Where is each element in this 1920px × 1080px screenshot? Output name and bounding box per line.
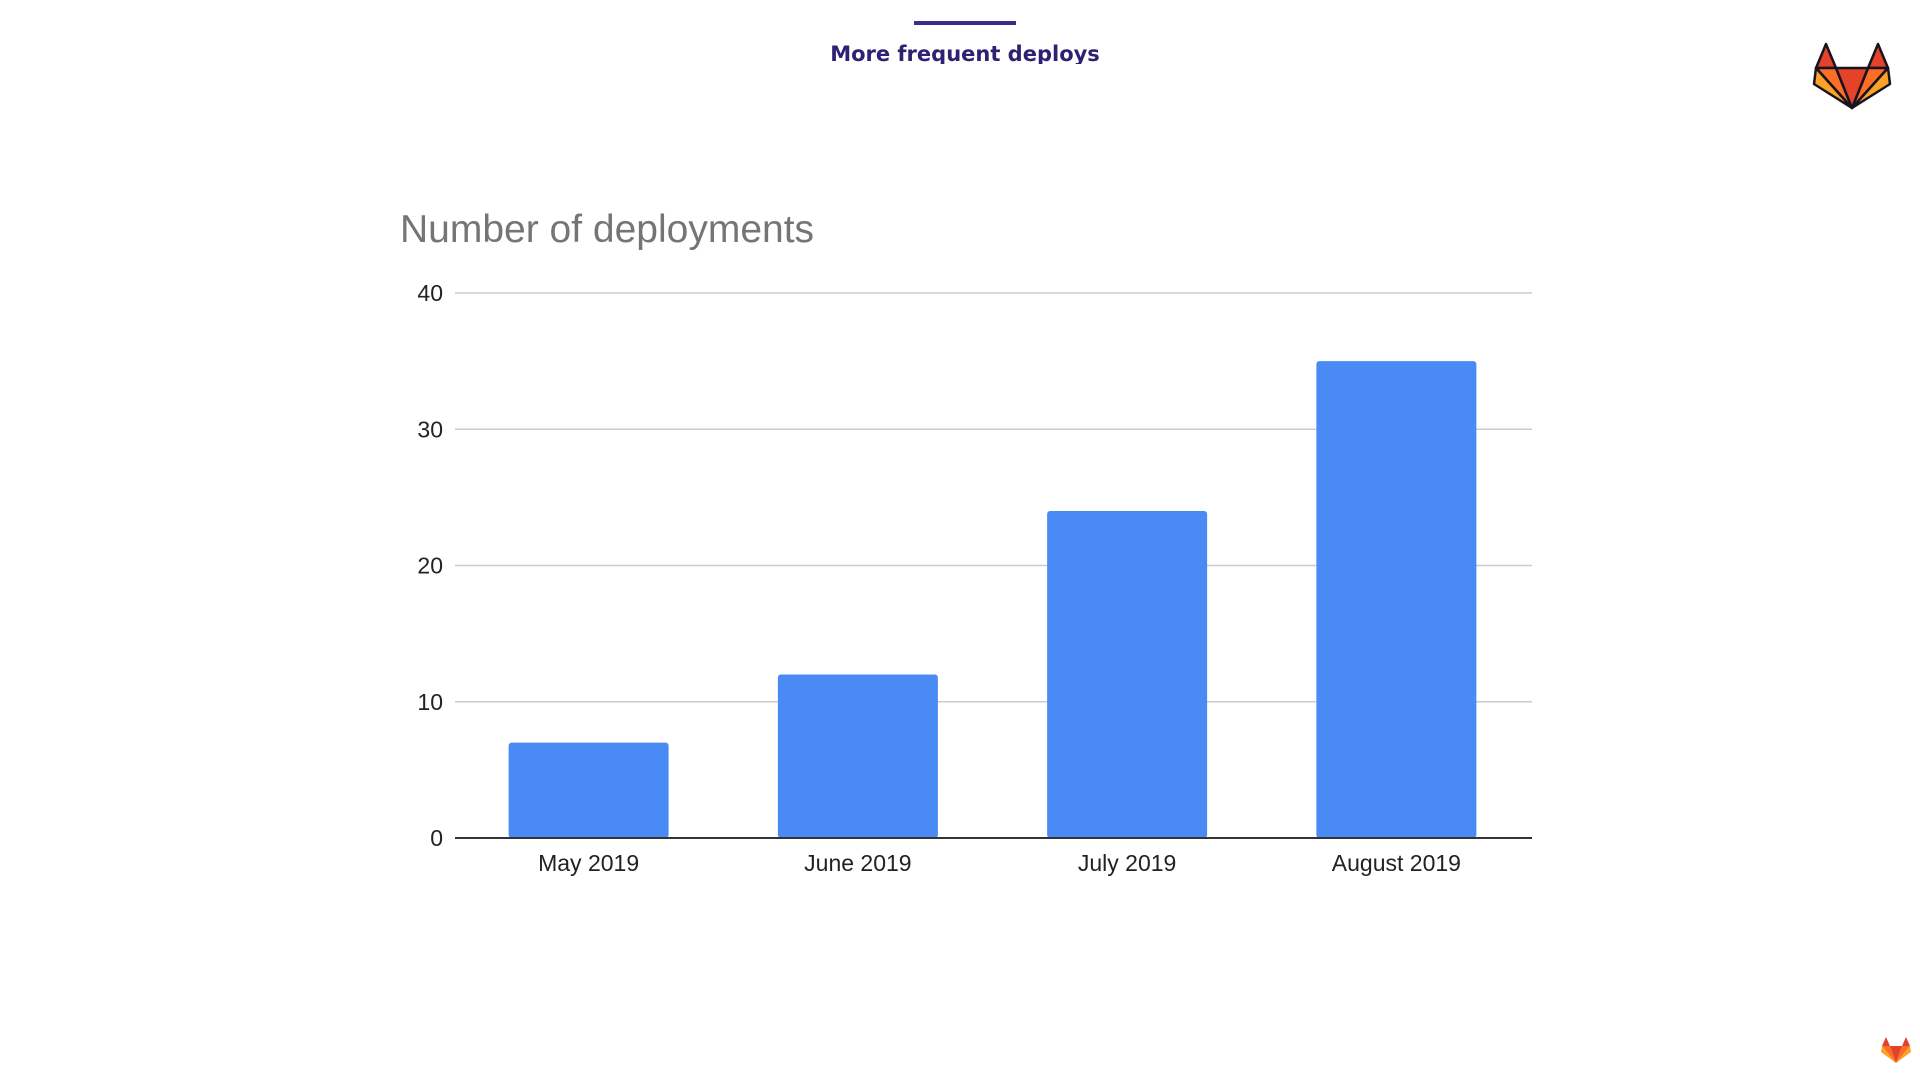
x-tick-label: July 2019 bbox=[1078, 850, 1176, 876]
slide-title: More frequent deploys bbox=[830, 42, 1100, 64]
fox-logo-icon bbox=[1812, 42, 1892, 110]
x-tick-label: May 2019 bbox=[538, 850, 639, 876]
x-tick-label: August 2019 bbox=[1332, 850, 1461, 876]
bar bbox=[1047, 511, 1208, 838]
fox-logo-small-icon bbox=[1881, 1037, 1911, 1063]
bar bbox=[1316, 361, 1477, 838]
bars bbox=[508, 361, 1477, 838]
chart-title: Number of deployments bbox=[400, 208, 815, 251]
tick-labels: 0 10 20 30 40 May 2019 June 2019 July 2019 Augus… bbox=[417, 280, 1461, 876]
bar bbox=[777, 674, 938, 838]
y-tick-label: 0 bbox=[430, 825, 443, 851]
header-accent-rule bbox=[914, 21, 1016, 25]
y-tick-label: 20 bbox=[417, 553, 443, 579]
y-tick-label: 40 bbox=[417, 280, 443, 306]
bar bbox=[508, 742, 669, 838]
y-tick-label: 30 bbox=[417, 416, 443, 442]
x-tick-label: June 2019 bbox=[804, 850, 911, 876]
y-tick-label: 10 bbox=[417, 689, 443, 715]
